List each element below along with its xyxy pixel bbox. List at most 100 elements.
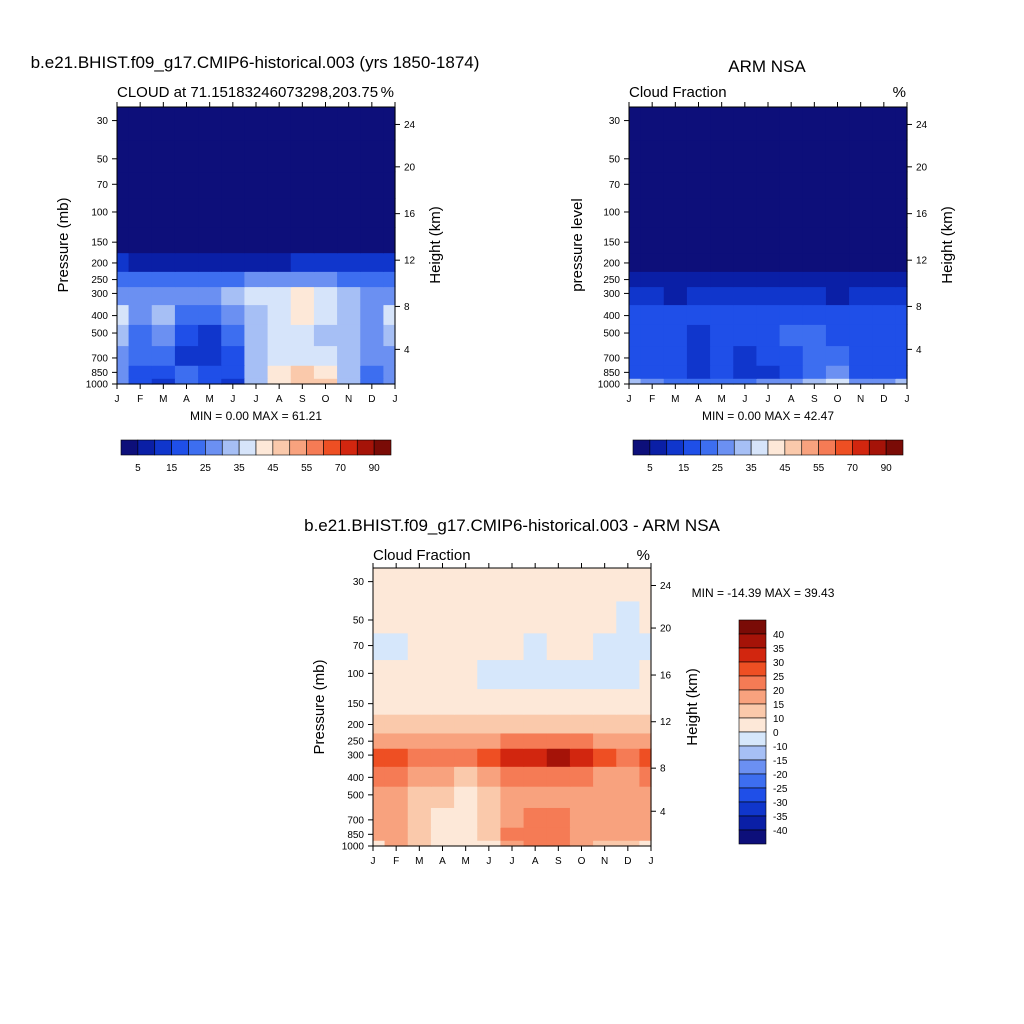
heatmap-cell bbox=[872, 139, 897, 173]
heatmap-cell bbox=[290, 271, 315, 288]
heatmap-cell bbox=[454, 688, 478, 715]
heatmap-cell bbox=[128, 304, 153, 325]
heatmap-cell bbox=[198, 286, 222, 306]
month-tick-label: A bbox=[183, 394, 190, 405]
month-tick-label: M bbox=[159, 394, 167, 405]
heatmap-cell bbox=[373, 807, 386, 828]
heatmap-cell bbox=[663, 271, 688, 288]
heatmap-cell bbox=[407, 786, 432, 808]
colorbar-label: 70 bbox=[335, 463, 347, 474]
heatmap-cell bbox=[733, 286, 758, 306]
pressure-tick-label: 850 bbox=[603, 368, 620, 379]
colorbar-swatch bbox=[323, 439, 341, 456]
heatmap-cell bbox=[221, 171, 246, 199]
pressure-tick-label: 400 bbox=[603, 311, 620, 322]
heatmap-cell bbox=[733, 107, 758, 141]
heatmap-cell bbox=[629, 227, 642, 254]
colorbar-label: 30 bbox=[773, 658, 785, 669]
heatmap-cell bbox=[523, 714, 548, 734]
colorbar-label: 25 bbox=[200, 463, 212, 474]
colorbar-swatch bbox=[137, 439, 156, 456]
heatmap-cell bbox=[779, 227, 804, 254]
heatmap-cell bbox=[546, 600, 571, 634]
month-tick-label: J bbox=[649, 856, 654, 867]
colorbar-label: 5 bbox=[135, 463, 141, 474]
heatmap-cell bbox=[407, 688, 432, 715]
heatmap-cell bbox=[373, 600, 386, 634]
colorbar-label: 70 bbox=[847, 463, 859, 474]
min-max-label: MIN = -14.39 MAX = 39.43 bbox=[692, 586, 835, 600]
colorbar-swatch bbox=[356, 439, 375, 456]
heatmap-cell bbox=[477, 568, 502, 602]
heatmap-cell bbox=[895, 378, 908, 385]
heatmap-cell bbox=[337, 198, 361, 228]
heatmap-cell bbox=[616, 748, 641, 767]
heatmap-cell bbox=[710, 345, 734, 366]
heatmap-cell bbox=[640, 286, 665, 306]
heatmap-cell bbox=[151, 271, 176, 288]
heatmap-cell bbox=[569, 748, 594, 767]
month-tick-label: A bbox=[276, 394, 283, 405]
heatmap-cell bbox=[640, 378, 665, 385]
heatmap-cell bbox=[629, 304, 642, 325]
heatmap-cell bbox=[244, 304, 269, 325]
heatmap-cell bbox=[244, 198, 269, 228]
pressure-tick-label: 700 bbox=[91, 353, 108, 364]
heatmap-cell bbox=[849, 378, 873, 385]
heatmap-cell bbox=[290, 286, 315, 306]
height-tick-label: 20 bbox=[916, 162, 928, 173]
heatmap-cell bbox=[128, 171, 153, 199]
heatmap-cell bbox=[313, 139, 338, 173]
panel-title: b.e21.BHIST.f09_g17.CMIP6-historical.003… bbox=[304, 516, 720, 535]
pressure-tick-label: 30 bbox=[353, 577, 365, 588]
heatmap-cell bbox=[779, 324, 804, 347]
heatmap-cell bbox=[779, 365, 804, 379]
heatmap-cell bbox=[151, 252, 176, 272]
heatmap-cell bbox=[872, 345, 897, 366]
colorbar-swatch bbox=[835, 439, 853, 456]
heatmap-cell bbox=[313, 365, 338, 379]
heatmap-cell bbox=[360, 324, 385, 347]
heatmap-cell bbox=[373, 688, 386, 715]
heatmap-cell bbox=[244, 252, 269, 272]
heatmap-cell bbox=[174, 365, 199, 379]
month-tick-label: A bbox=[532, 856, 539, 867]
heatmap-cell bbox=[198, 365, 222, 379]
pressure-tick-label: 100 bbox=[603, 207, 620, 218]
pressure-tick-label: 400 bbox=[91, 311, 108, 322]
heatmap-cell bbox=[290, 107, 315, 141]
right-axis-label: Height (km) bbox=[939, 206, 956, 284]
heatmap-cell bbox=[151, 378, 176, 385]
heatmap-cell bbox=[383, 107, 396, 141]
heatmap-cell bbox=[198, 198, 222, 228]
colorbar-label: 40 bbox=[773, 630, 785, 641]
heatmap-cell bbox=[639, 732, 652, 749]
heatmap-cell bbox=[802, 378, 827, 385]
heatmap-cell bbox=[373, 659, 386, 690]
heatmap-cell bbox=[733, 139, 758, 173]
heatmap-cell bbox=[733, 324, 758, 347]
heatmap-cell bbox=[244, 365, 269, 379]
colorbar-label: 35 bbox=[746, 463, 758, 474]
heatmap-cell bbox=[454, 600, 478, 634]
heatmap-cell bbox=[128, 139, 153, 173]
heatmap-cell bbox=[117, 286, 130, 306]
heatmap-cell bbox=[430, 766, 455, 787]
heatmap-cell bbox=[895, 171, 908, 199]
heatmap-cell bbox=[174, 378, 199, 385]
heatmap-cell bbox=[593, 786, 617, 808]
y-axis-label: Pressure (mb) bbox=[311, 659, 328, 754]
heatmap-cell bbox=[895, 324, 908, 347]
heatmap-cell bbox=[384, 688, 409, 715]
heatmap-cell bbox=[151, 345, 176, 366]
pressure-tick-label: 50 bbox=[97, 154, 109, 165]
heatmap-cell bbox=[360, 107, 385, 141]
heatmap-cell bbox=[616, 632, 641, 661]
heatmap-cell bbox=[174, 252, 199, 272]
heatmap-cell bbox=[802, 324, 827, 347]
heatmap-cell bbox=[290, 252, 315, 272]
colorbar-label: -15 bbox=[773, 756, 788, 767]
heatmap-cell bbox=[430, 688, 455, 715]
height-tick-label: 20 bbox=[660, 624, 672, 635]
